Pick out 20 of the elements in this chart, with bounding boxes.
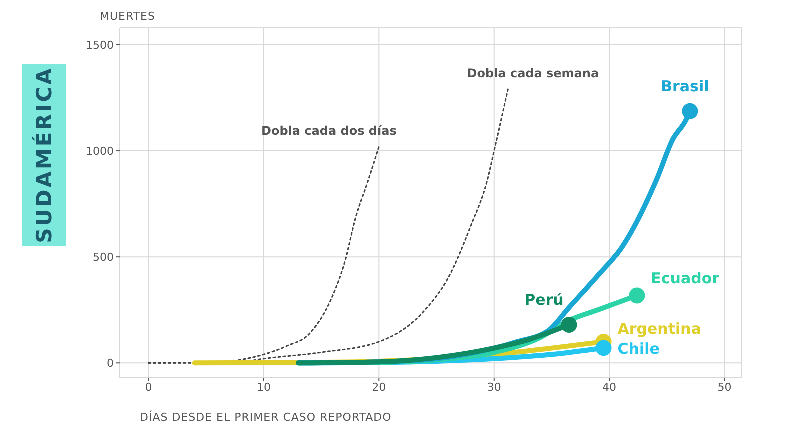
x-tick-label: 20 <box>372 380 386 394</box>
y-tick-label: 1000 <box>86 144 114 158</box>
x-tick-label: 50 <box>718 380 732 394</box>
y-axis-title: MUERTES <box>100 10 156 23</box>
x-axis-title: DÍAS DESDE EL PRIMER CASO REPORTADO <box>140 411 392 424</box>
series-label: Dobla cada dos días <box>261 124 397 138</box>
x-tick-label: 40 <box>602 380 617 394</box>
y-tick-label: 500 <box>93 250 114 264</box>
x-tick-label: 30 <box>487 380 502 394</box>
series-label: Ecuador <box>651 270 720 288</box>
y-tick-label: 0 <box>107 357 114 370</box>
text: Dobla cada semana <box>467 66 600 81</box>
x-tick-label: 0 <box>145 380 152 394</box>
series-label: Chile <box>618 340 660 358</box>
series-label: Argentina <box>618 320 702 338</box>
series-label: Perú <box>524 290 564 309</box>
x-tick-label: 10 <box>256 380 271 394</box>
series-label: Brasil <box>661 77 710 96</box>
y-tick-label: 1500 <box>86 38 114 52</box>
title-box: SUDAMÉRICA <box>22 64 66 246</box>
